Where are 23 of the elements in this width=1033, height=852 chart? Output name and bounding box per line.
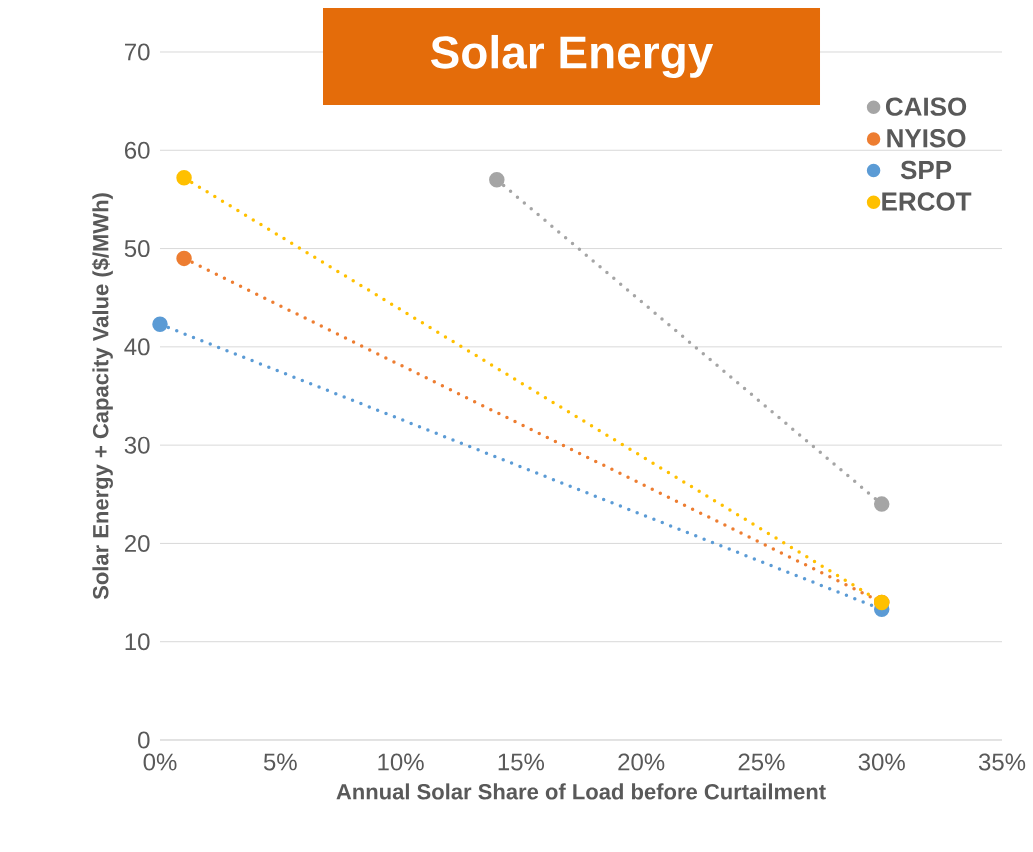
y-tick-label: 50 — [124, 240, 150, 258]
x-axis-title: Annual Solar Share of Load before Curtailment — [336, 783, 826, 800]
y-tick-label: 40 — [124, 338, 150, 356]
legend-label: NYISO — [887, 129, 966, 148]
y-axis-title: Solar Energy + Capacity Value ($/MWh) — [91, 193, 113, 600]
x-tick-label: 5% — [263, 753, 297, 771]
legend-label: SPP — [900, 160, 952, 180]
x-tick-label: 0% — [143, 753, 177, 771]
x-tick-label: 10% — [378, 753, 424, 771]
legend-label: ERCOT — [882, 192, 972, 211]
x-tick-label: 25% — [738, 753, 785, 771]
chart-title: Solar Energy — [430, 34, 714, 79]
y-tick-label: 0 — [138, 731, 150, 749]
x-tick-label: 20% — [618, 753, 665, 771]
y-tick-label: 30 — [124, 436, 150, 454]
x-tick-label: 30% — [858, 753, 905, 771]
x-tick-label: 15% — [498, 753, 545, 771]
y-tick-label: 70 — [125, 43, 150, 61]
y-tick-label: 60 — [125, 141, 150, 159]
legend-label: CAISO — [885, 97, 967, 116]
x-tick-label: 35% — [978, 753, 1026, 771]
y-tick-label: 20 — [124, 534, 150, 552]
y-tick-label: 10 — [125, 633, 150, 651]
